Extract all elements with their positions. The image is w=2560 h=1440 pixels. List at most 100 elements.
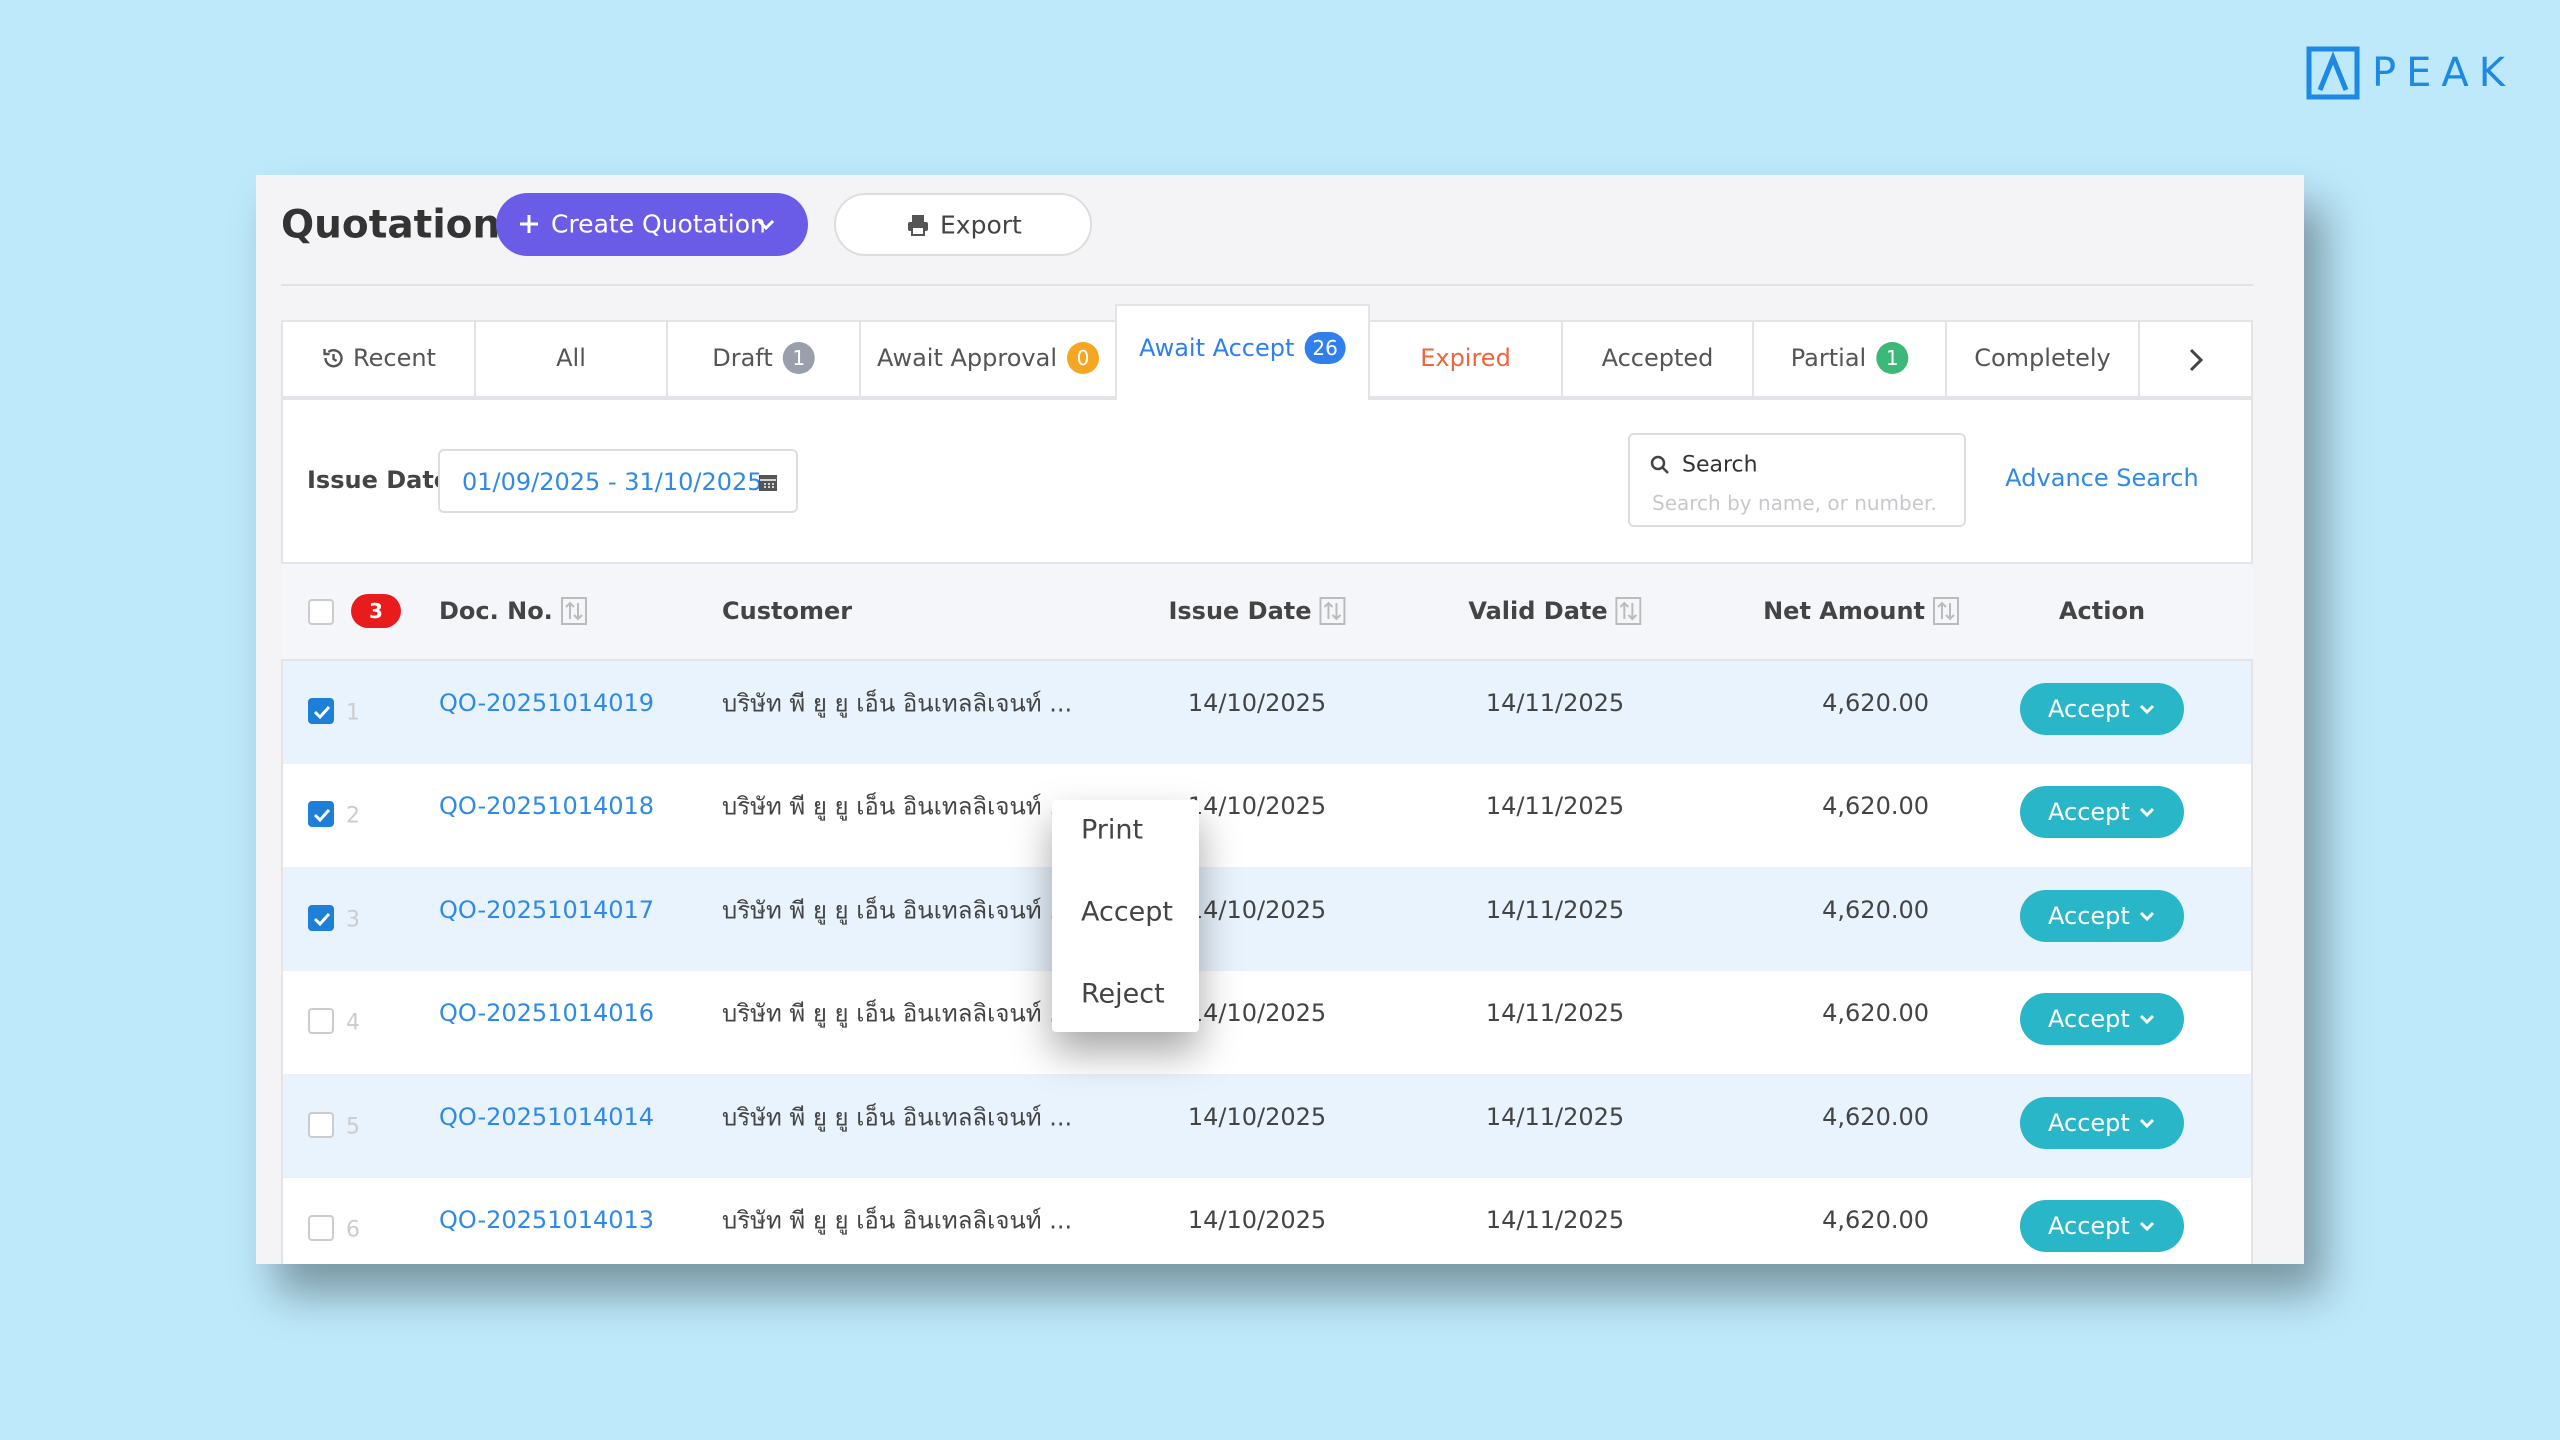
doc-no[interactable]: QO-20251014014 xyxy=(439,1102,655,1131)
calendar-icon xyxy=(758,472,778,492)
accept-chevron-svg xyxy=(2139,911,2155,921)
header-cell: Valid Date xyxy=(1468,597,1642,625)
date-input[interactable]: 01/09/2025 - 31/10/2025 xyxy=(438,449,798,513)
tab[interactable]: Draft 1 xyxy=(666,320,861,398)
accept-label: Accept xyxy=(2048,1108,2130,1137)
menu-item[interactable]: Print xyxy=(1081,814,1144,846)
valid-date: 14/11/2025 xyxy=(1485,792,1625,821)
check-mark xyxy=(311,908,333,930)
accept-button[interactable]: Accept xyxy=(2020,993,2184,1046)
row-index: 2 xyxy=(346,803,360,829)
row-checkbox[interactable] xyxy=(308,801,334,828)
tab[interactable]: Expired xyxy=(1368,320,1563,398)
issue-date: 14/10/2025 xyxy=(1187,1102,1327,1131)
valid-date: 14/11/2025 xyxy=(1485,999,1625,1028)
tab-label: Draft xyxy=(712,343,773,372)
sort-icon xyxy=(560,597,587,625)
logo: PEAK xyxy=(2306,46,2506,100)
accept-label: Accept xyxy=(2048,1212,2130,1240)
tab-content: All xyxy=(556,344,586,372)
row-checkbox[interactable] xyxy=(308,1008,334,1035)
tab-content: Draft 1 xyxy=(712,341,815,374)
tab[interactable]: Partial 1 xyxy=(1752,320,1947,398)
issue-date: 14/10/2025 xyxy=(1187,1206,1327,1234)
row-checkbox[interactable] xyxy=(308,698,334,724)
row-checkbox[interactable] xyxy=(308,1215,334,1241)
header-label: Action xyxy=(2058,597,2146,625)
tab-content: Await Accept 26 xyxy=(1139,332,1346,365)
tab[interactable]: All xyxy=(474,320,668,398)
table-row xyxy=(283,764,2251,868)
tab-next[interactable] xyxy=(2138,320,2253,398)
doc-no[interactable]: QO-20251014013 xyxy=(439,1206,655,1234)
tab[interactable]: Await Accept 26 xyxy=(1115,304,1370,400)
accept-button[interactable]: Accept xyxy=(2020,683,2184,735)
doc-no[interactable]: QO-20251014016 xyxy=(439,999,655,1028)
doc-no[interactable]: QO-20251014018 xyxy=(439,792,655,821)
net-amount: 4,620.00 xyxy=(1822,895,1929,924)
tab[interactable]: Await Approval 0 xyxy=(859,320,1117,398)
check-mark-svg xyxy=(313,912,331,926)
accept-button[interactable]: Accept xyxy=(2020,786,2184,839)
plus-icon-svg xyxy=(520,215,538,233)
issue-date: 14/10/2025 xyxy=(1187,895,1327,924)
tab-label: Partial xyxy=(1790,343,1867,372)
customer: บริษัท พี ยู ยู เอ็น อินเทลลิเจนท์ ... xyxy=(722,1206,1073,1235)
search-box[interactable]: Search Search by name, or number. xyxy=(1628,433,1966,527)
accept-button[interactable]: Accept xyxy=(2020,889,2184,942)
header-label: Customer xyxy=(722,597,853,625)
accept-chevron xyxy=(2138,700,2156,718)
sort-icon xyxy=(1615,597,1642,625)
row-checkbox[interactable] xyxy=(308,1111,334,1138)
header-cell: Doc. No. xyxy=(439,597,587,625)
accept-chevron xyxy=(2138,1217,2156,1235)
accept-button[interactable]: Accept xyxy=(2020,1096,2184,1149)
issue-date: 14/10/2025 xyxy=(1187,689,1327,717)
printer-icon xyxy=(906,213,930,237)
sort-icon-svg xyxy=(1933,597,1959,625)
search-label: Search xyxy=(1682,452,1758,478)
accept-chevron xyxy=(2138,1010,2156,1028)
menu-item[interactable]: Reject xyxy=(1081,978,1165,1010)
table-row xyxy=(283,867,2251,972)
advance-search[interactable]: Advance Search xyxy=(2005,464,2199,492)
context-menu: Print Accept Reject xyxy=(1052,800,1199,1032)
tab-count: 1 xyxy=(1876,341,1909,374)
tab-count: 1 xyxy=(782,341,815,374)
net-amount: 4,620.00 xyxy=(1822,1206,1929,1234)
accept-chevron xyxy=(2138,803,2156,821)
menu-item[interactable]: Accept xyxy=(1081,896,1174,928)
row-index: 5 xyxy=(346,1114,360,1140)
doc-no[interactable]: QO-20251014019 xyxy=(439,689,655,717)
accept-label: Accept xyxy=(2048,695,2130,723)
table-header xyxy=(281,562,2253,661)
accept-chevron-svg xyxy=(2139,704,2155,715)
search-placeholder: Search by name, or number. xyxy=(1652,491,1937,515)
tab-content: Await Approval 0 xyxy=(877,341,1099,374)
date-range: 01/09/2025 - 31/10/2025 xyxy=(462,468,763,496)
header-label: Net Amount xyxy=(1763,597,1925,625)
tab-label: Completely xyxy=(1974,343,2111,372)
doc-no[interactable]: QO-20251014017 xyxy=(439,895,655,924)
tab-label: Accepted xyxy=(1601,343,1714,372)
tab[interactable]: Accepted xyxy=(1561,320,1754,398)
create-button[interactable]: Create Quotation xyxy=(496,193,808,256)
sort-icon-svg xyxy=(560,597,587,625)
check-mark xyxy=(311,701,333,723)
row-checkbox[interactable] xyxy=(308,904,334,931)
tab-content: Partial 1 xyxy=(1790,341,1909,374)
table-row xyxy=(283,1178,2251,1264)
header-checkbox[interactable] xyxy=(308,599,334,625)
accept-chevron xyxy=(2138,907,2156,925)
accept-button[interactable]: Accept xyxy=(2020,1200,2184,1252)
tab-label: Expired xyxy=(1420,343,1511,372)
header-cell: Net Amount xyxy=(1763,597,1959,625)
quotation-card: Quotation Create Quotation Export Recent All… xyxy=(256,175,2304,1264)
tab[interactable]: Recent xyxy=(281,320,476,398)
search-icon-svg xyxy=(1650,455,1669,474)
table-row xyxy=(283,1074,2251,1178)
chevron-icon xyxy=(756,215,776,235)
tab[interactable]: Completely xyxy=(1945,320,2140,398)
accept-chevron-svg xyxy=(2139,1015,2155,1025)
export-button[interactable]: Export xyxy=(834,193,1092,256)
